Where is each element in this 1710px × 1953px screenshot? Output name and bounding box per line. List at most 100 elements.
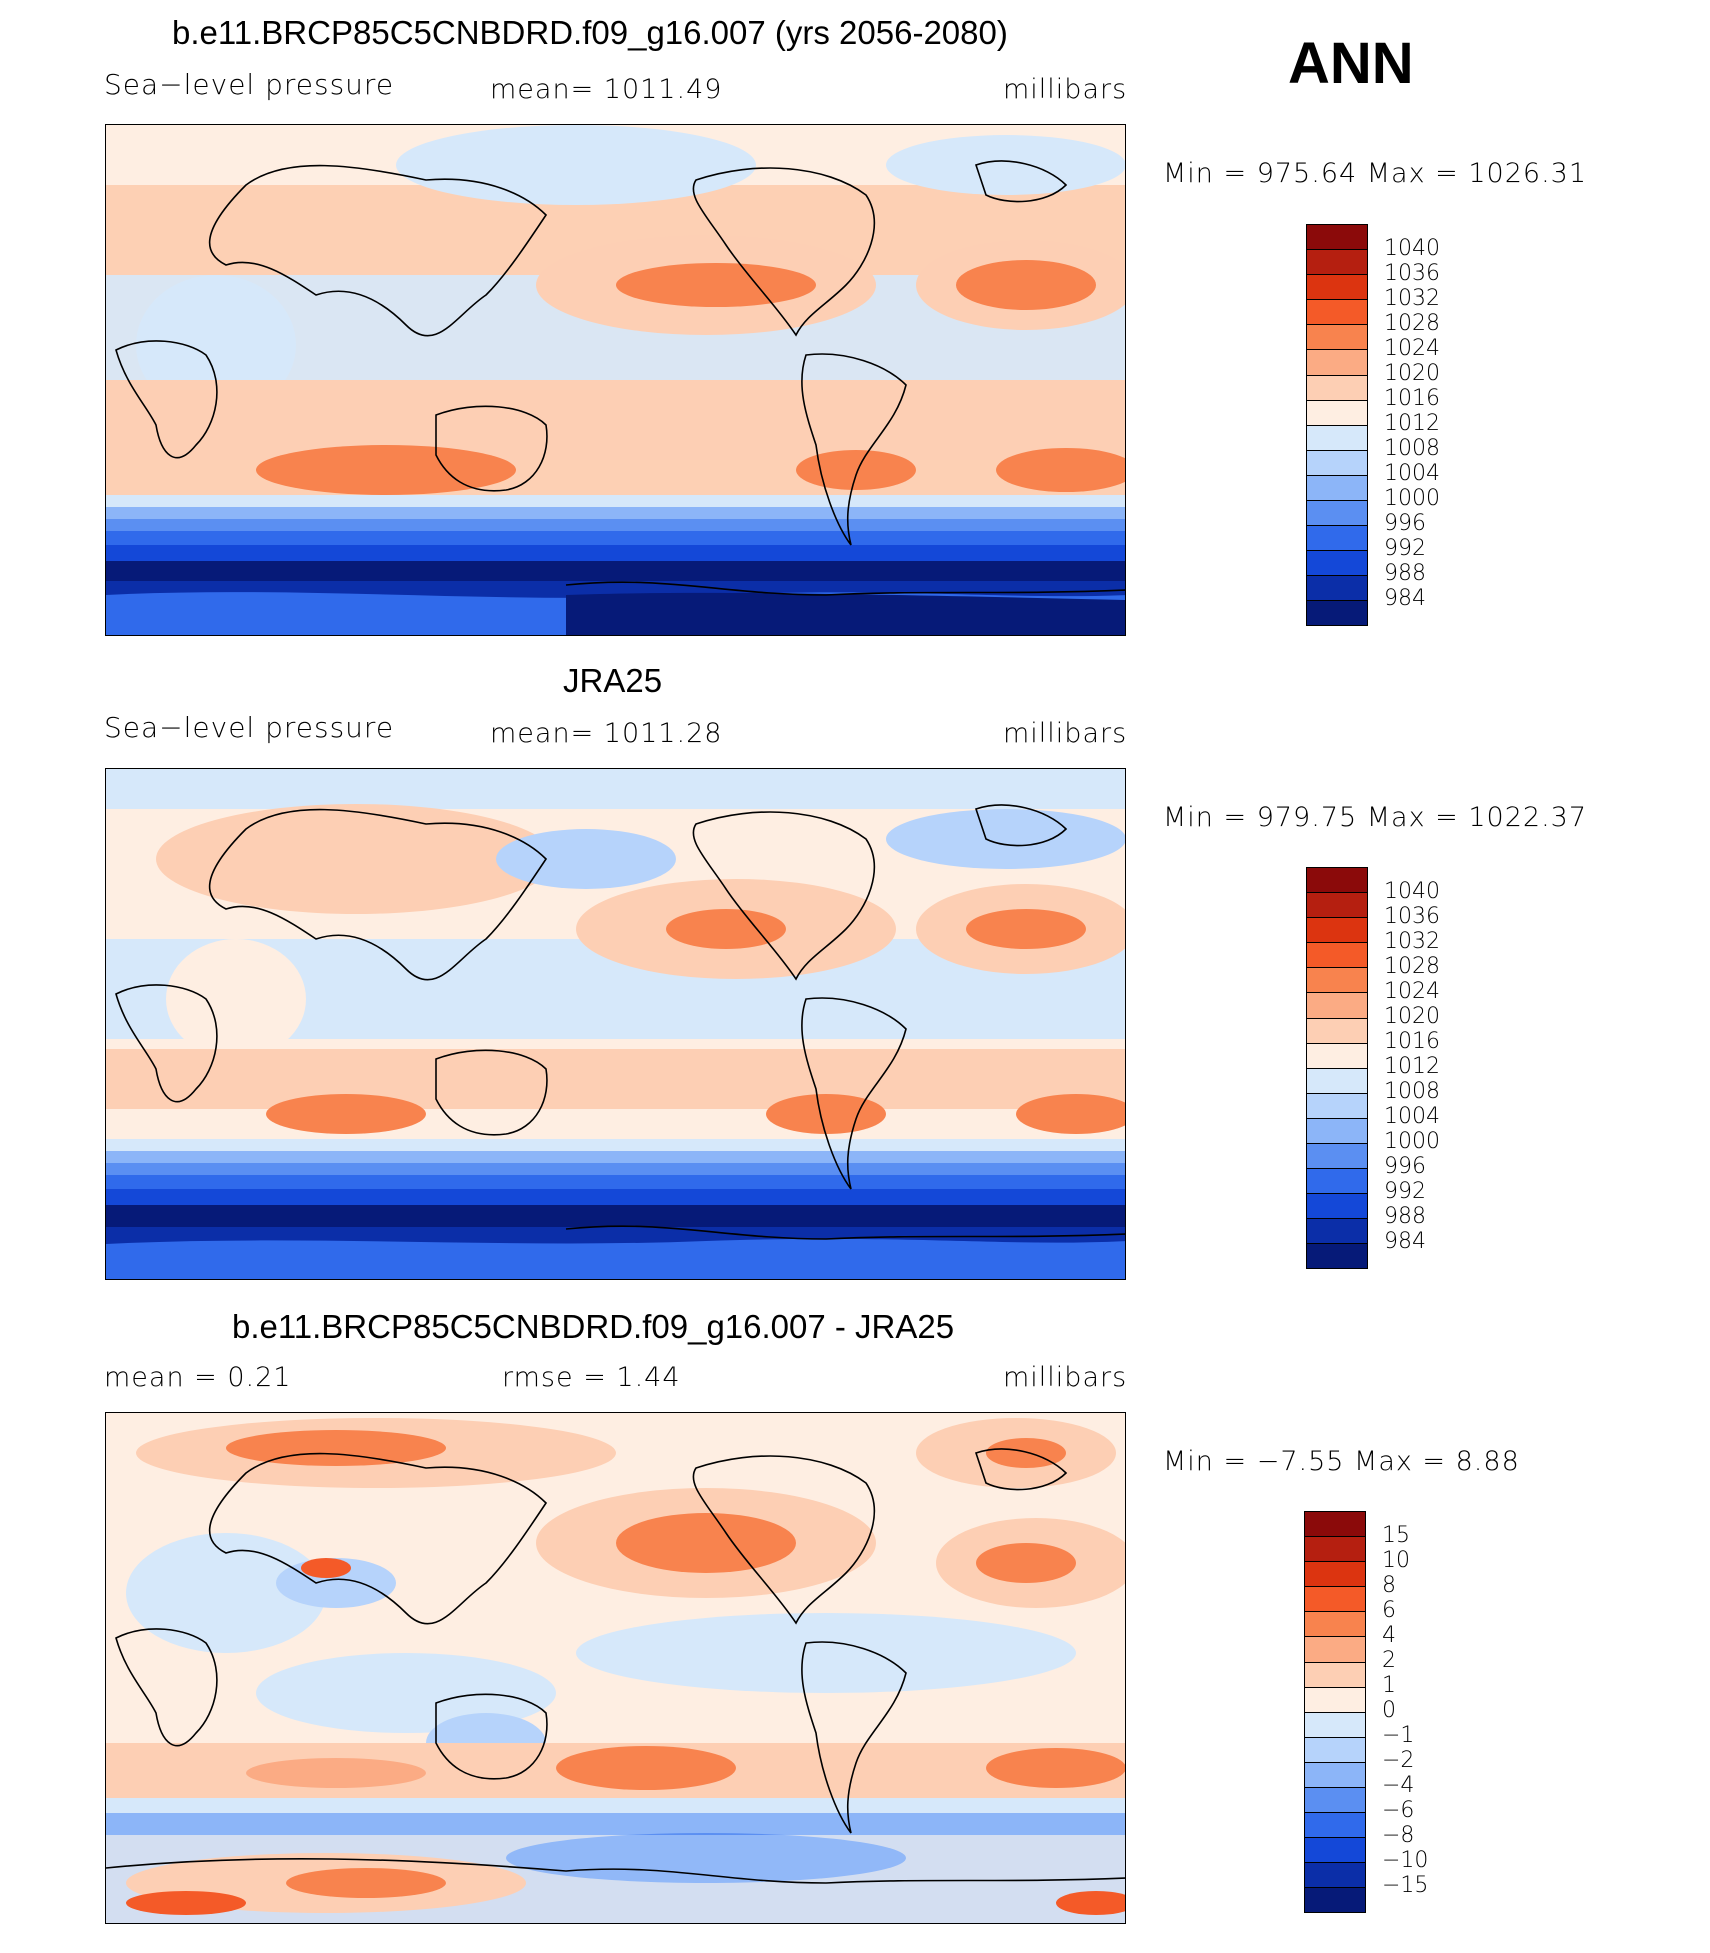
colorbar-label: 1036 (1384, 261, 1440, 286)
colorbar-swatch (1307, 1144, 1367, 1170)
colorbar-label: 1040 (1384, 236, 1440, 261)
colorbar-label: 1012 (1384, 1054, 1440, 1079)
panel-1-mean-label: mean= 1011.49 (490, 74, 723, 105)
colorbar-label: 996 (1384, 511, 1426, 536)
colorbar-swatch (1307, 475, 1367, 502)
colorbar-swatch (1305, 1762, 1365, 1789)
panel-1-colorbar-swatches (1306, 224, 1368, 626)
colorbar-label: 984 (1384, 1229, 1426, 1254)
colorbar-label: 1016 (1384, 1029, 1440, 1054)
colorbar-label: 8 (1382, 1573, 1396, 1598)
colorbar-label: 0 (1382, 1698, 1396, 1723)
colorbar-swatch (1305, 1637, 1365, 1663)
colorbar-swatch (1307, 601, 1367, 625)
colorbar-swatch (1307, 425, 1367, 451)
panel-3-colorbar-swatches (1304, 1511, 1366, 1913)
colorbar-label: 1000 (1384, 1129, 1440, 1154)
panel-2-map (105, 768, 1126, 1280)
colorbar-swatch (1305, 1888, 1365, 1912)
colorbar-label: 1008 (1384, 436, 1440, 461)
panel-1-units-label: millibars (1003, 74, 1128, 105)
colorbar-label: −10 (1382, 1848, 1429, 1873)
panel-2-units-label: millibars (1003, 718, 1128, 749)
colorbar-label: 1012 (1384, 411, 1440, 436)
colorbar-swatch (1305, 1662, 1365, 1688)
colorbar-swatch (1305, 1612, 1365, 1638)
colorbar-swatch (1307, 450, 1367, 476)
colorbar-swatch (1305, 1562, 1365, 1588)
colorbar-label: 4 (1382, 1623, 1396, 1648)
colorbar-label: 988 (1384, 561, 1426, 586)
colorbar-swatch (1307, 1093, 1367, 1119)
colorbar-swatch (1307, 275, 1367, 301)
colorbar-swatch (1305, 1587, 1365, 1613)
colorbar-label: 15 (1382, 1523, 1410, 1548)
colorbar-label: −15 (1382, 1873, 1429, 1898)
colorbar-swatch (1307, 1244, 1367, 1268)
colorbar-label: 1032 (1384, 286, 1440, 311)
colorbar-label: −1 (1382, 1723, 1415, 1748)
colorbar-swatch (1305, 1512, 1365, 1538)
colorbar-label: 996 (1384, 1154, 1426, 1179)
colorbar-label: 1024 (1384, 336, 1440, 361)
panel-1-minmax-label: Min = 975.64 Max = 1026.31 (1163, 158, 1588, 189)
colorbar-label: 2 (1382, 1648, 1396, 1673)
colorbar-label: 1028 (1384, 311, 1440, 336)
colorbar-swatch (1305, 1737, 1365, 1763)
colorbar-label: 1008 (1384, 1079, 1440, 1104)
panel-2-colorbar-swatches (1306, 867, 1368, 1269)
colorbar-label: 1036 (1384, 904, 1440, 929)
panel-2-title: JRA25 (563, 662, 663, 699)
panel-2-variable-label: Sea−level pressure (104, 711, 395, 744)
colorbar-swatch (1307, 501, 1367, 527)
panel-3-units-label: millibars (1003, 1362, 1128, 1393)
colorbar-swatch (1307, 1018, 1367, 1044)
colorbar-label: 1020 (1384, 1004, 1440, 1029)
colorbar-swatch (1305, 1838, 1365, 1864)
colorbar-swatch (1305, 1813, 1365, 1839)
colorbar-label: 1016 (1384, 386, 1440, 411)
colorbar-label: 992 (1384, 1179, 1426, 1204)
colorbar-swatch (1307, 375, 1367, 401)
colorbar-label: 1004 (1384, 461, 1440, 486)
colorbar-swatch (1305, 1712, 1365, 1738)
panel-2-mean-label: mean= 1011.28 (490, 718, 723, 749)
colorbar-swatch (1307, 968, 1367, 994)
colorbar-swatch (1307, 893, 1367, 919)
colorbar-swatch (1307, 1043, 1367, 1069)
colorbar-swatch (1307, 300, 1367, 326)
panel-2-minmax-label: Min = 979.75 Max = 1022.37 (1163, 802, 1588, 833)
colorbar-swatch (1307, 526, 1367, 552)
colorbar-label: 988 (1384, 1204, 1426, 1229)
colorbar-swatch (1307, 350, 1367, 376)
colorbar-label: 10 (1382, 1548, 1410, 1573)
colorbar-label: 1000 (1384, 486, 1440, 511)
colorbar-swatch (1307, 993, 1367, 1019)
colorbar-swatch (1307, 1194, 1367, 1220)
colorbar-label: 1020 (1384, 361, 1440, 386)
panel-3-title: b.e11.BRCP85C5CNBDRD.f09_g16.007 - JRA25 (232, 1308, 955, 1345)
panel-3-rmse-label: rmse = 1.44 (502, 1362, 681, 1393)
colorbar-swatch (1305, 1687, 1365, 1713)
colorbar-label: 992 (1384, 536, 1426, 561)
colorbar-swatch (1307, 1118, 1367, 1145)
colorbar-label: −4 (1382, 1773, 1415, 1798)
colorbar-label: 1024 (1384, 979, 1440, 1004)
panel-1-variable-label: Sea−level pressure (104, 68, 395, 101)
panel-3-mean-label: mean = 0.21 (104, 1362, 292, 1393)
colorbar-swatch (1307, 325, 1367, 351)
colorbar-swatch (1305, 1863, 1365, 1889)
colorbar-swatch (1307, 943, 1367, 969)
colorbar-label: 1 (1382, 1673, 1396, 1698)
colorbar-label: −6 (1382, 1798, 1415, 1823)
panel-3-map (105, 1412, 1126, 1924)
colorbar-swatch (1307, 250, 1367, 276)
colorbar-label: 1028 (1384, 954, 1440, 979)
colorbar-label: −2 (1382, 1748, 1415, 1773)
panel-2-contour-plot (106, 769, 1125, 1279)
colorbar-swatch (1307, 868, 1367, 894)
colorbar-swatch (1307, 576, 1367, 602)
colorbar-label: 6 (1382, 1598, 1396, 1623)
colorbar-swatch (1307, 918, 1367, 944)
colorbar-label: 1040 (1384, 879, 1440, 904)
